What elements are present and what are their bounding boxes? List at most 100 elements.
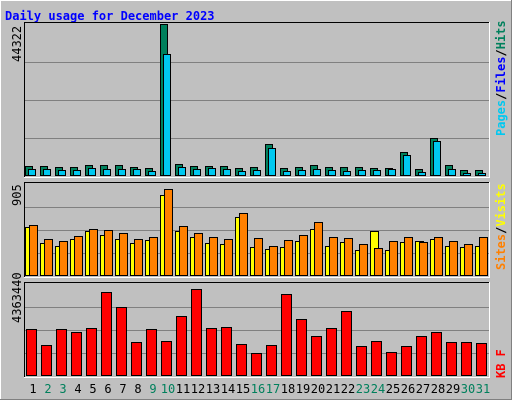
kb-bar — [356, 346, 367, 376]
sites-bar — [389, 241, 398, 276]
day-label-21: 21 — [326, 382, 340, 396]
files-bar — [328, 170, 336, 176]
kb-bar — [251, 353, 262, 376]
day-label-31: 31 — [476, 382, 490, 396]
day-labels: 1 2 3 4 5 6 7 8 9 10 11 12 13 14 15 16 17 18 19 20 21 22 23 24 2… — [29, 382, 490, 396]
files-bar — [133, 169, 141, 176]
files-bar — [448, 169, 456, 176]
kb-bar — [236, 344, 247, 376]
kb-legend: KB F — [494, 349, 508, 378]
day-label-1: 1 — [29, 382, 36, 396]
sites-bar — [29, 225, 38, 276]
kb-bar — [146, 329, 157, 376]
files-bar — [418, 172, 426, 176]
files-bar — [88, 168, 96, 176]
files-bar — [358, 170, 366, 176]
files-bar — [298, 170, 306, 176]
hits-axis-max-label: 44322 — [10, 26, 24, 62]
kb-bar — [56, 329, 67, 376]
sites-bar — [359, 244, 368, 276]
day-label-5: 5 — [89, 382, 96, 396]
kb-bar — [311, 336, 322, 376]
kb-bar — [431, 332, 442, 376]
kb-bar — [401, 346, 412, 376]
visits-legend: Sites/Visits — [494, 183, 508, 270]
sites-bar — [254, 238, 263, 276]
sites-bar — [134, 239, 143, 276]
files-bar — [253, 170, 261, 176]
files-bar — [433, 141, 441, 176]
files-bar — [28, 169, 36, 176]
legend-kb: KB — [494, 364, 508, 378]
sites-bar — [284, 240, 293, 276]
day-label-30: 30 — [461, 382, 475, 396]
day-label-25: 25 — [386, 382, 400, 396]
files-bar — [238, 171, 246, 176]
day-label-27: 27 — [416, 382, 430, 396]
bars — [25, 24, 488, 376]
kb-bar — [281, 294, 292, 376]
files-bar — [343, 171, 351, 176]
day-label-24: 24 — [371, 382, 385, 396]
day-label-3: 3 — [59, 382, 66, 396]
kb-bar — [86, 328, 97, 376]
sites-bar — [149, 237, 158, 276]
kb-bar — [41, 345, 52, 376]
files-bar — [178, 167, 186, 176]
day-label-12: 12 — [191, 382, 205, 396]
sites-bar — [179, 226, 188, 276]
sites-bar — [419, 242, 428, 276]
sites-bar — [344, 238, 353, 276]
day-label-29: 29 — [446, 382, 460, 396]
traffic-legend: Pages/Files/Hits — [494, 20, 508, 136]
legend-visits: Visits — [494, 183, 508, 226]
day-label-8: 8 — [134, 382, 141, 396]
kb-bar — [221, 327, 232, 376]
legend-pages: Pages — [494, 100, 508, 136]
sites-bar — [434, 237, 443, 276]
day-label-23: 23 — [356, 382, 370, 396]
day-label-2: 2 — [44, 382, 51, 396]
kb-bar — [296, 319, 307, 376]
kb-bar — [386, 352, 397, 376]
sites-bar — [164, 189, 173, 276]
legend-files: Files — [494, 57, 508, 93]
sites-bar — [269, 246, 278, 276]
day-label-28: 28 — [431, 382, 445, 396]
kb-bar — [476, 343, 487, 376]
sites-bar — [404, 237, 413, 276]
day-label-17: 17 — [266, 382, 280, 396]
kb-bar — [206, 328, 217, 376]
sites-bar — [44, 239, 53, 276]
sites-bar — [374, 248, 383, 276]
kb-bar — [461, 342, 472, 376]
kb-bar — [116, 307, 127, 376]
legend-f: F — [494, 349, 508, 356]
sites-bar — [209, 237, 218, 276]
legend-separator: / — [494, 49, 508, 56]
day-label-26: 26 — [401, 382, 415, 396]
kb-bar — [191, 289, 202, 376]
panels — [24, 22, 490, 378]
kb-bar — [176, 316, 187, 376]
legend-sites: Sites — [494, 234, 508, 270]
files-bar — [268, 148, 276, 176]
day-label-18: 18 — [281, 382, 295, 396]
day-label-22: 22 — [341, 382, 355, 396]
kb-bar — [341, 311, 352, 376]
files-bar — [43, 169, 51, 176]
sites-bar — [464, 244, 473, 276]
sites-bar — [449, 241, 458, 276]
files-bar — [388, 169, 396, 176]
files-bar — [118, 169, 126, 176]
files-bar — [208, 168, 216, 176]
files-bar — [403, 155, 411, 176]
sites-bar — [119, 233, 128, 276]
sites-bar — [104, 230, 113, 276]
kb-axis-max-label: 4363440 — [10, 272, 24, 323]
day-label-6: 6 — [104, 382, 111, 396]
kb-bar — [266, 345, 277, 376]
sites-bar — [59, 241, 68, 276]
sites-bar — [329, 237, 338, 276]
